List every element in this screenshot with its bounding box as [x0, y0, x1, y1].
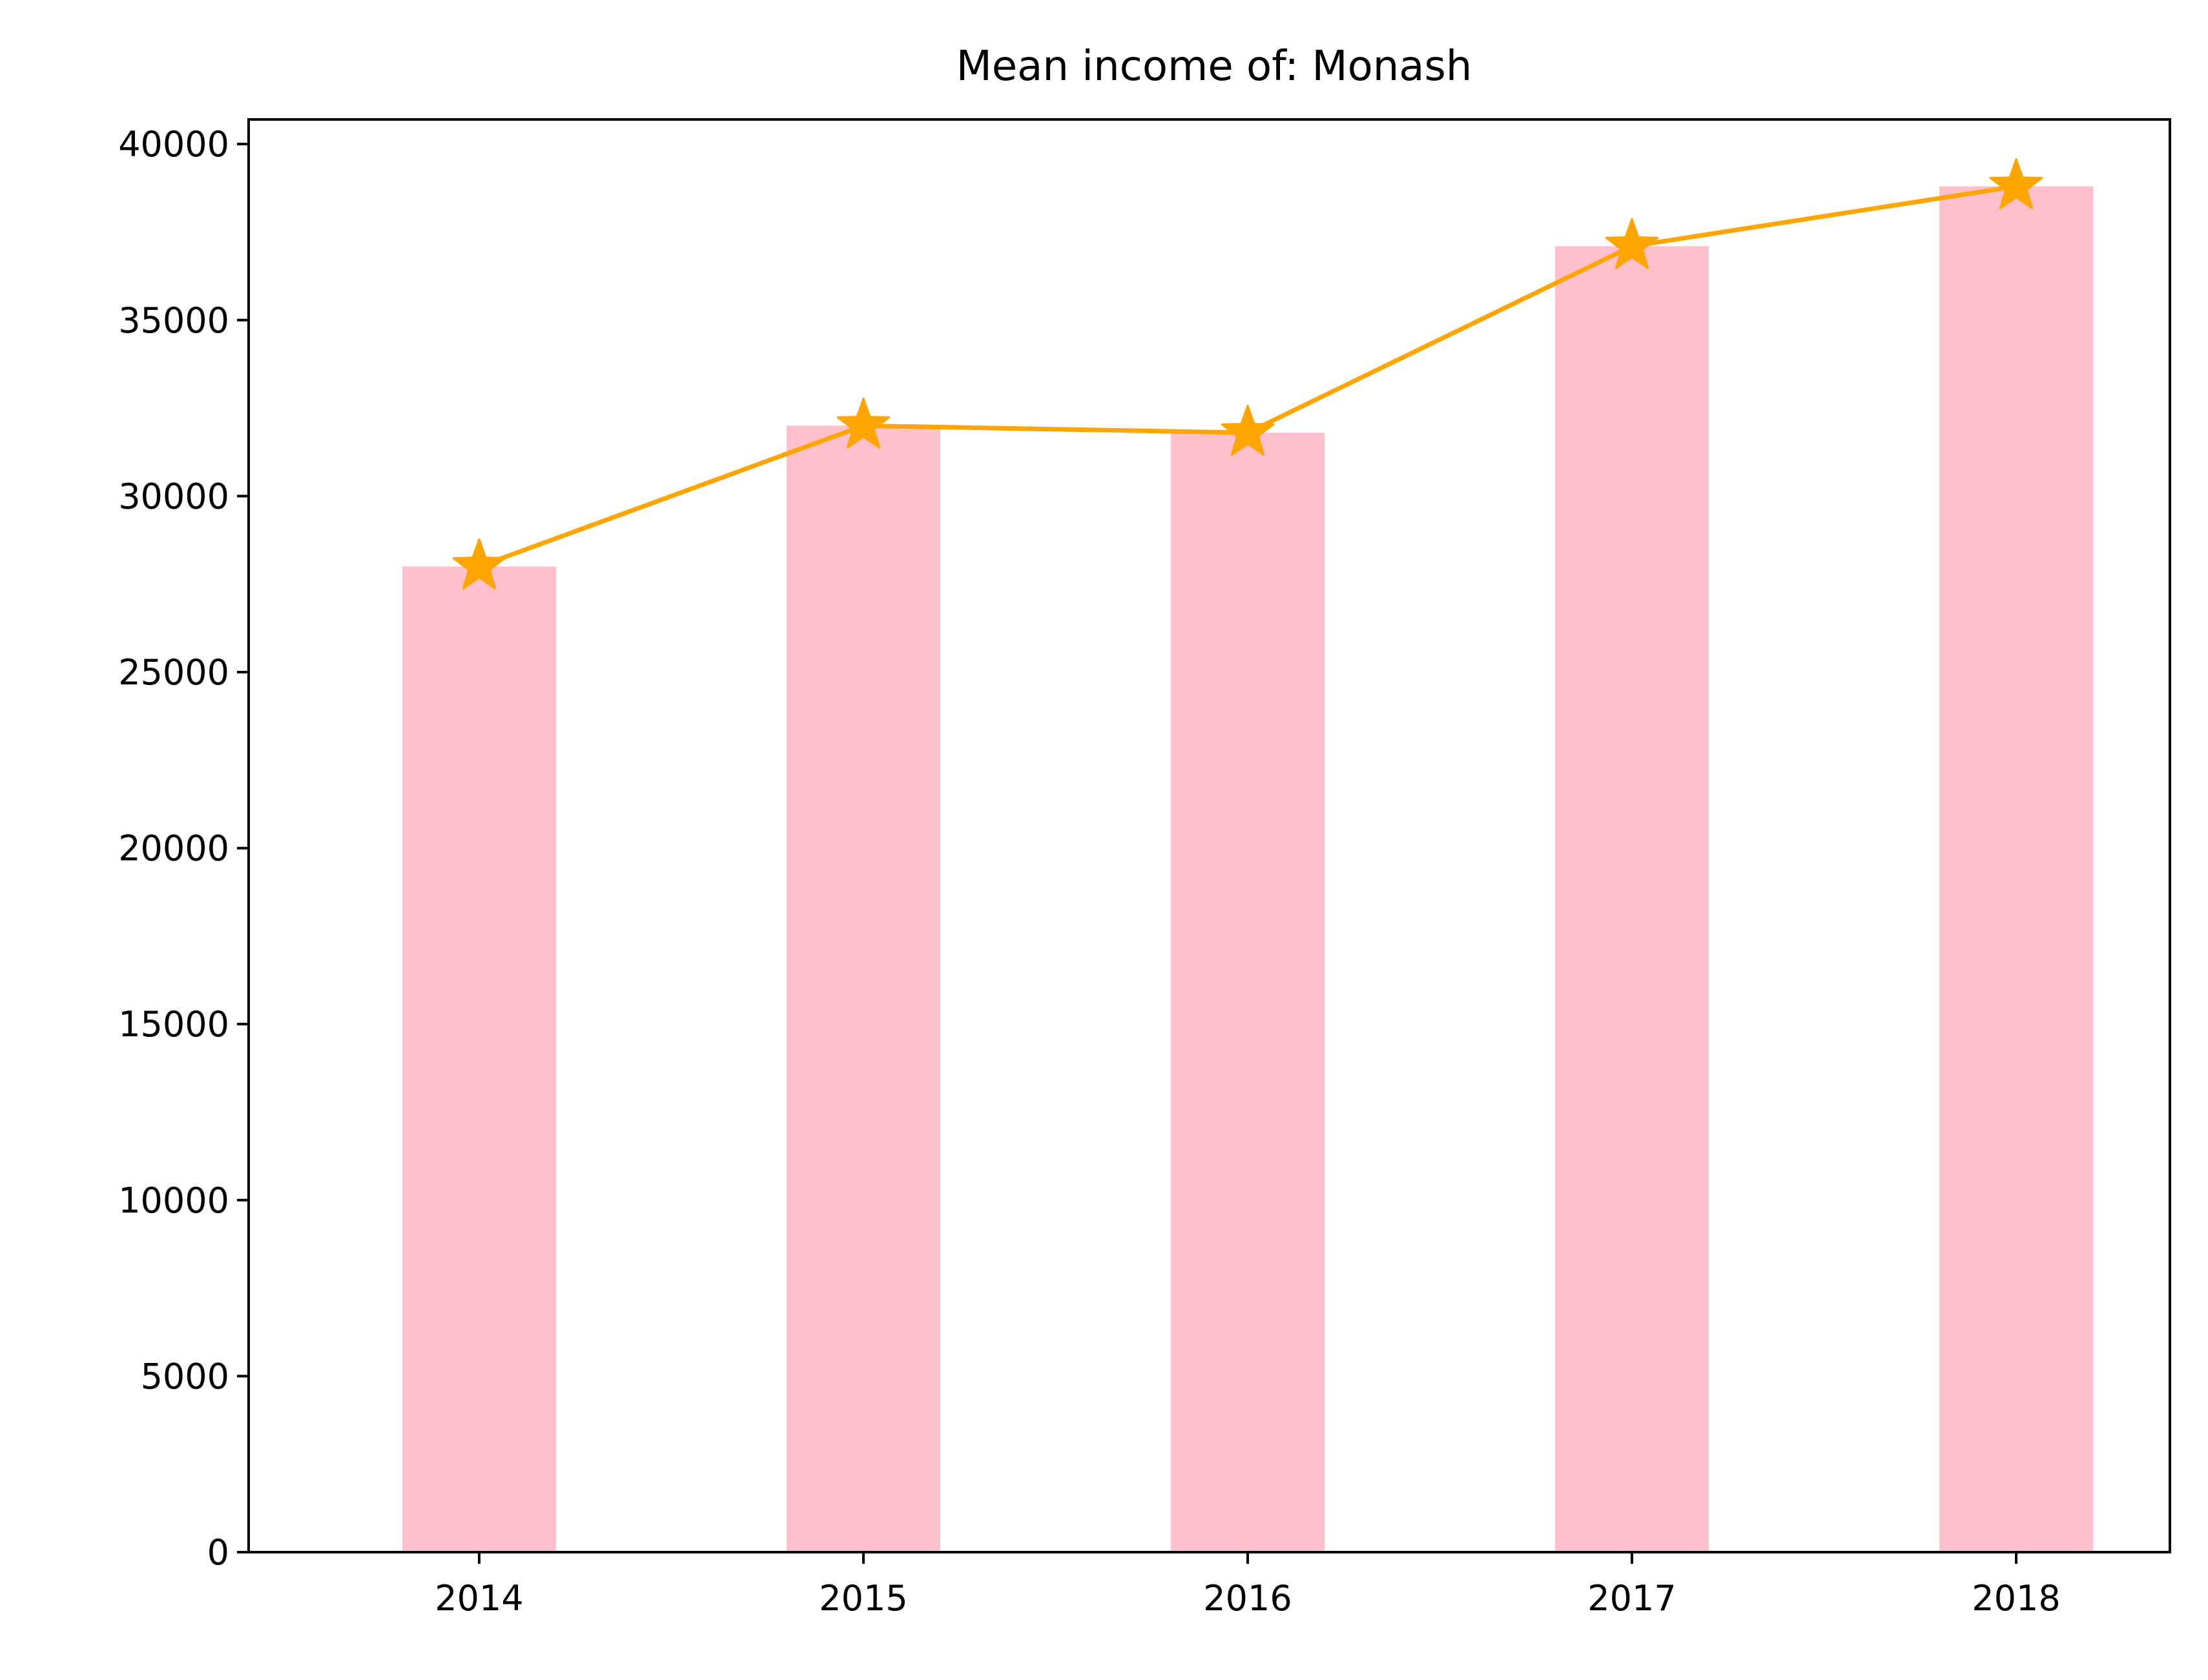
star-icon	[836, 397, 891, 449]
x-tick-label: 2018	[1972, 1578, 2060, 1619]
y-tick-label: 15000	[118, 1004, 229, 1045]
axes-layer	[247, 118, 2171, 1553]
bars-layer	[402, 186, 2093, 1553]
x-tick-label: 2016	[1203, 1578, 1292, 1619]
bar-2014	[402, 566, 556, 1552]
y-tick-label: 10000	[118, 1180, 229, 1221]
bar-2015	[787, 425, 940, 1552]
y-tick-label: 25000	[118, 652, 229, 693]
plot-frame	[247, 118, 2171, 1553]
y-tick-label: 5000	[141, 1356, 229, 1397]
ticks-layer: 0 5000 10000 15000 20000 25000 30000 35000 40000…	[118, 124, 2061, 1619]
y-tick-label: 40000	[118, 124, 229, 165]
star-icon	[1989, 158, 2043, 210]
chart-title: Mean income of: Monash	[956, 43, 1472, 90]
x-tick-label: 2017	[1587, 1578, 1676, 1619]
y-tick-label: 35000	[118, 300, 229, 341]
star-icon	[1605, 218, 1659, 269]
bar-2016	[1171, 433, 1325, 1553]
x-tick-label: 2015	[819, 1578, 907, 1619]
star-icon	[1221, 404, 1275, 456]
y-tick-label: 30000	[118, 476, 229, 517]
y-tick-label: 20000	[118, 828, 229, 869]
y-tick-label: 0	[207, 1532, 229, 1573]
x-tick-label: 2014	[435, 1578, 523, 1619]
line-layer	[452, 158, 2043, 589]
star-icon	[452, 538, 506, 589]
bar-2017	[1555, 246, 1709, 1553]
bar-2018	[1939, 186, 2093, 1553]
